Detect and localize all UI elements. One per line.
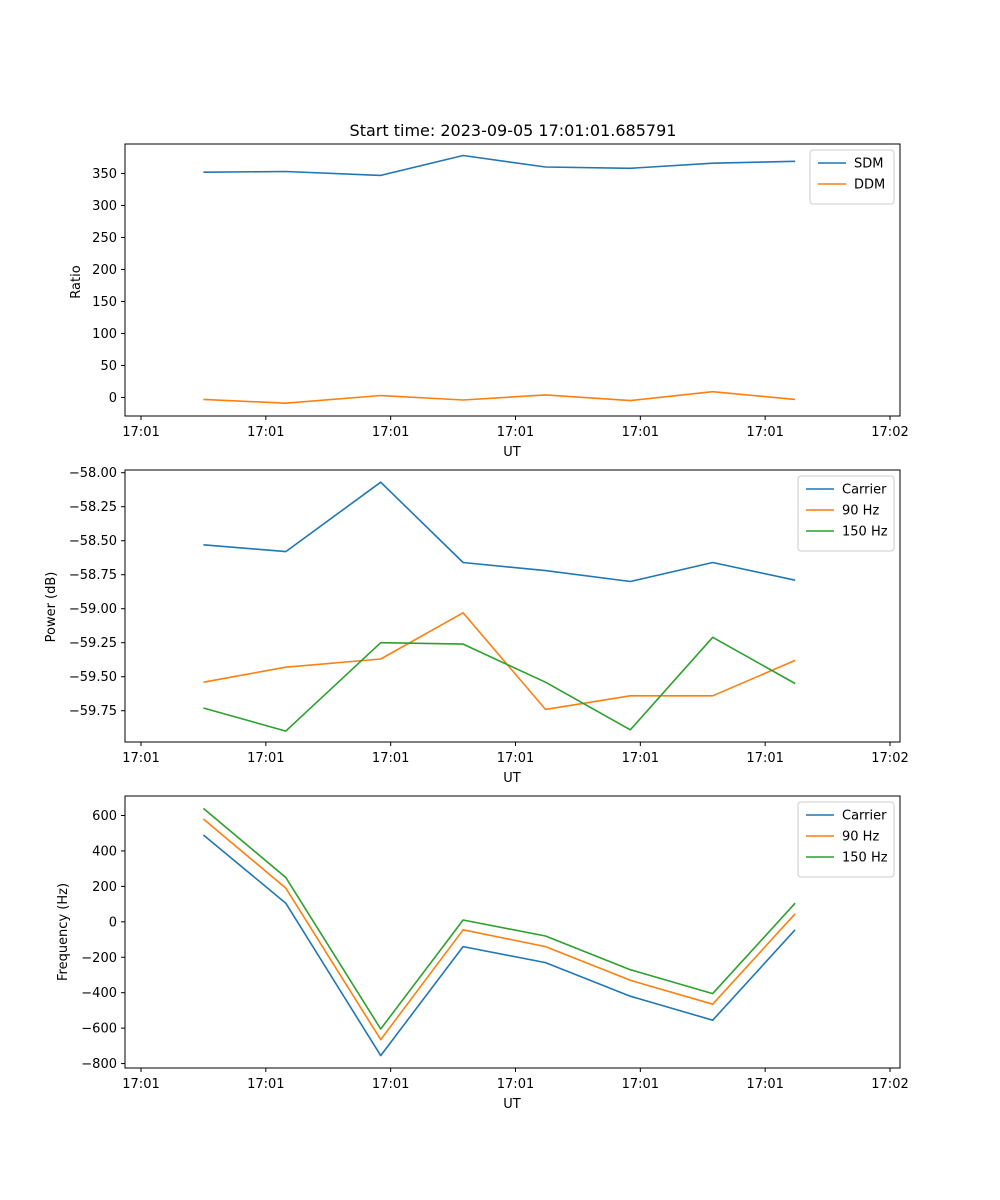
series-line-90-hz bbox=[202, 818, 796, 1041]
x-tick-label: 17:01 bbox=[372, 751, 409, 766]
y-tick-label: −600 bbox=[81, 1022, 117, 1037]
x-tick-label: 17:01 bbox=[622, 1077, 659, 1092]
x-tick-label: 17:01 bbox=[122, 425, 159, 440]
x-tick-label: 17:02 bbox=[871, 1077, 908, 1092]
y-tick-label: −58.50 bbox=[69, 534, 117, 549]
y-tick-label: −59.75 bbox=[69, 704, 117, 719]
y-tick-label: −59.25 bbox=[69, 636, 117, 651]
plot-frame bbox=[124, 469, 901, 743]
y-tick-label: −59.50 bbox=[69, 670, 117, 685]
y-tick-label: 400 bbox=[92, 844, 117, 859]
y-axis-label: Frequency (Hz) bbox=[56, 883, 71, 981]
y-tick-label: −200 bbox=[81, 951, 117, 966]
y-tick-label: 200 bbox=[92, 880, 117, 895]
y-tick-label: −800 bbox=[81, 1057, 117, 1072]
y-tick-label: 0 bbox=[109, 391, 117, 406]
x-axis-label: UT bbox=[503, 445, 521, 460]
x-tick-label: 17:01 bbox=[622, 425, 659, 440]
series-line-150-hz bbox=[203, 636, 796, 732]
x-axis-label: UT bbox=[503, 1097, 521, 1112]
x-tick-label: 17:01 bbox=[746, 751, 783, 766]
plot-frame bbox=[124, 795, 901, 1069]
y-axis-label: Power (dB) bbox=[44, 572, 59, 643]
x-tick-label: 17:01 bbox=[622, 751, 659, 766]
frequency-subplot: 17:01 17:01 17:01 17:01 17:01 17:01 17:02 −800… bbox=[56, 795, 909, 1112]
y-axis-label: Ratio bbox=[69, 265, 84, 298]
legend-label: SDM bbox=[854, 157, 883, 172]
y-tick-label: 100 bbox=[92, 327, 117, 342]
x-tick-label: 17:01 bbox=[247, 425, 284, 440]
x-tick-label: 17:01 bbox=[247, 751, 284, 766]
x-tick-label: 17:01 bbox=[497, 1077, 534, 1092]
x-tick-label: 17:01 bbox=[497, 751, 534, 766]
power-subplot: 17:01 17:01 17:01 17:01 17:01 17:01 17:02 −59.… bbox=[44, 466, 909, 786]
x-tick-label: 17:01 bbox=[122, 751, 159, 766]
y-tick-label: −58.75 bbox=[69, 568, 117, 583]
legend-label: 150 Hz bbox=[842, 851, 888, 866]
y-tick-label: −59.00 bbox=[69, 602, 117, 617]
series-line-150-hz bbox=[202, 807, 796, 1030]
x-tick-label: 17:01 bbox=[746, 1077, 783, 1092]
legend-label: Carrier bbox=[842, 809, 887, 824]
y-tick-label: 50 bbox=[100, 359, 117, 374]
x-tick-label: 17:02 bbox=[871, 425, 908, 440]
x-tick-label: 17:01 bbox=[746, 425, 783, 440]
y-tick-label: −58.00 bbox=[69, 466, 117, 481]
legend-label: 150 Hz bbox=[842, 525, 888, 540]
x-tick-label: 17:01 bbox=[247, 1077, 284, 1092]
y-tick-label: 250 bbox=[92, 231, 117, 246]
chart-title: Start time: 2023-09-05 17:01:01.685791 bbox=[350, 121, 677, 140]
x-tick-label: 17:02 bbox=[871, 751, 908, 766]
ratio-subplot: Start time: 2023-09-05 17:01:01.685791 1… bbox=[69, 121, 909, 460]
series-line-ddm bbox=[203, 390, 796, 405]
legend-label: 90 Hz bbox=[842, 504, 879, 519]
legend-label: DDM bbox=[854, 178, 885, 193]
legend-label: 90 Hz bbox=[842, 830, 879, 845]
plot-frame bbox=[124, 143, 901, 417]
legend-box bbox=[797, 801, 895, 878]
y-tick-label: 0 bbox=[109, 915, 117, 930]
x-tick-label: 17:01 bbox=[372, 1077, 409, 1092]
x-tick-label: 17:01 bbox=[497, 425, 534, 440]
y-tick-label: 600 bbox=[92, 809, 117, 824]
series-line-sdm bbox=[203, 154, 796, 177]
x-tick-label: 17:01 bbox=[372, 425, 409, 440]
series-line-carrier bbox=[203, 481, 796, 583]
series-line-90-hz bbox=[203, 611, 796, 711]
y-tick-label: 300 bbox=[92, 199, 117, 214]
x-axis-label: UT bbox=[503, 771, 521, 786]
y-tick-label: 150 bbox=[92, 295, 117, 310]
x-tick-label: 17:01 bbox=[122, 1077, 159, 1092]
y-tick-label: −58.25 bbox=[69, 500, 117, 515]
y-tick-label: −400 bbox=[81, 986, 117, 1001]
legend-label: Carrier bbox=[842, 483, 887, 498]
y-tick-label: 200 bbox=[92, 263, 117, 278]
legend-box bbox=[797, 475, 895, 552]
series-line-carrier bbox=[202, 834, 796, 1057]
y-tick-label: 350 bbox=[92, 167, 117, 182]
